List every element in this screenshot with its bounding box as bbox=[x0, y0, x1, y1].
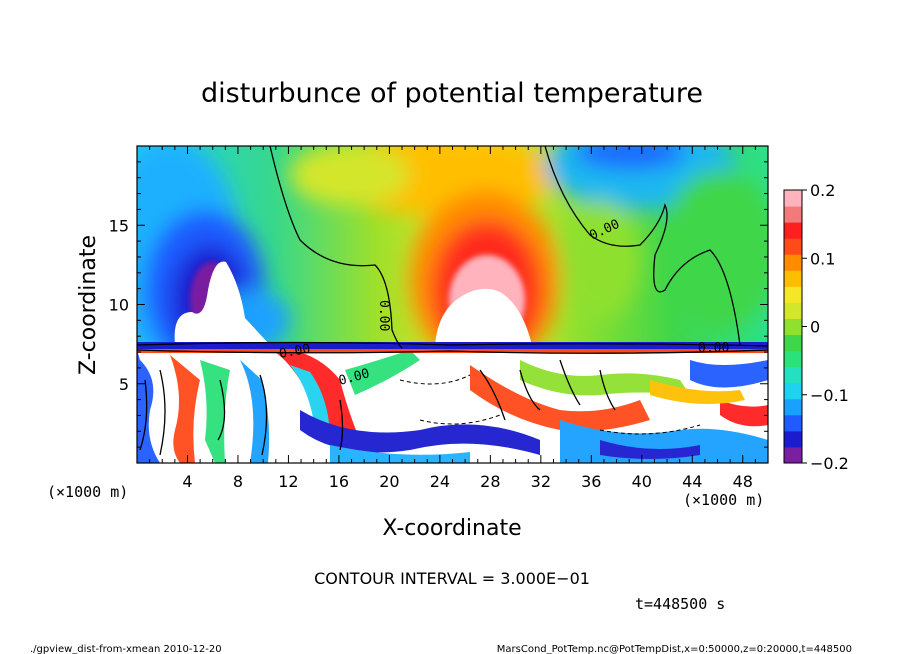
colorbar-ticks: 0.2 0.1 0 −0.1 −0.2 bbox=[802, 181, 849, 473]
colorbar-segment bbox=[784, 430, 802, 448]
colorbar-segment bbox=[784, 206, 802, 223]
y-axis-title: Z-coordinate bbox=[76, 235, 101, 375]
x-tick-label: 16 bbox=[329, 472, 349, 491]
x-tick-label: 20 bbox=[379, 472, 399, 491]
colorbar-tick-label: −0.2 bbox=[810, 454, 849, 473]
x-unit-left: (×1000 m) bbox=[47, 483, 128, 501]
x-tick-label: 4 bbox=[182, 472, 192, 491]
contour-label: 0.00 bbox=[278, 342, 311, 362]
x-axis-title: X-coordinate bbox=[382, 516, 521, 541]
colorbar-segment bbox=[784, 414, 802, 432]
colorbar-segment bbox=[784, 446, 802, 464]
colorbar-segment bbox=[784, 350, 802, 368]
y-tick-label: 15 bbox=[109, 216, 129, 235]
colorbar-segment bbox=[784, 238, 802, 255]
x-tick-label: 32 bbox=[531, 472, 551, 491]
x-tick-label: 8 bbox=[233, 472, 243, 491]
x-tick-label: 12 bbox=[278, 472, 298, 491]
colorbar bbox=[783, 189, 803, 464]
footer-left: ./gpview_dist-from-xmean 2010-12-20 bbox=[30, 644, 222, 654]
x-unit-right: (×1000 m) bbox=[683, 491, 764, 509]
chart-title: disturbunce of potential temperature bbox=[201, 78, 703, 109]
heatmap-field: 0.00 0.00 0.00 0.00 0.00 bbox=[137, 146, 768, 463]
x-axis: 4 8 12 16 20 24 28 32 36 40 44 48 bbox=[149, 146, 756, 491]
x-tick-label: 40 bbox=[632, 472, 652, 491]
colorbar-segment bbox=[784, 254, 802, 271]
y-tick-label: 5 bbox=[119, 375, 129, 394]
colorbar-segment bbox=[784, 398, 802, 416]
y-tick-label: 10 bbox=[109, 296, 129, 315]
colorbar-segment bbox=[784, 334, 802, 352]
x-tick-label: 48 bbox=[733, 472, 753, 491]
x-tick-label: 36 bbox=[581, 472, 601, 491]
colorbar-segment bbox=[784, 222, 802, 239]
contour-label: 0.00 bbox=[698, 341, 729, 356]
y-axis: 5 10 15 bbox=[109, 161, 768, 448]
colorbar-segment bbox=[784, 286, 802, 303]
x-tick-label: 28 bbox=[480, 472, 500, 491]
colorbar-tick-label: 0.2 bbox=[810, 181, 835, 200]
colorbar-tick-label: −0.1 bbox=[810, 386, 849, 405]
x-tick-label: 44 bbox=[682, 472, 702, 491]
footer-right: MarsCond_PotTemp.nc@PotTempDist,x=0:5000… bbox=[497, 644, 852, 654]
colorbar-segment bbox=[784, 318, 802, 336]
colorbar-tick-label: 0 bbox=[810, 318, 820, 337]
colorbar-tick-label: 0.1 bbox=[810, 249, 835, 268]
contour-interval: CONTOUR INTERVAL = 3.000E−01 bbox=[314, 569, 590, 588]
colorbar-segment bbox=[784, 366, 802, 384]
contour-label: 0.00 bbox=[376, 300, 391, 331]
colorbar-segment bbox=[784, 302, 802, 319]
colorbar-segment bbox=[784, 382, 802, 400]
colorbar-segment bbox=[784, 270, 802, 287]
x-tick-label: 24 bbox=[430, 472, 450, 491]
colorbar-segment bbox=[784, 190, 802, 207]
time-label: t=448500 s bbox=[635, 595, 725, 613]
